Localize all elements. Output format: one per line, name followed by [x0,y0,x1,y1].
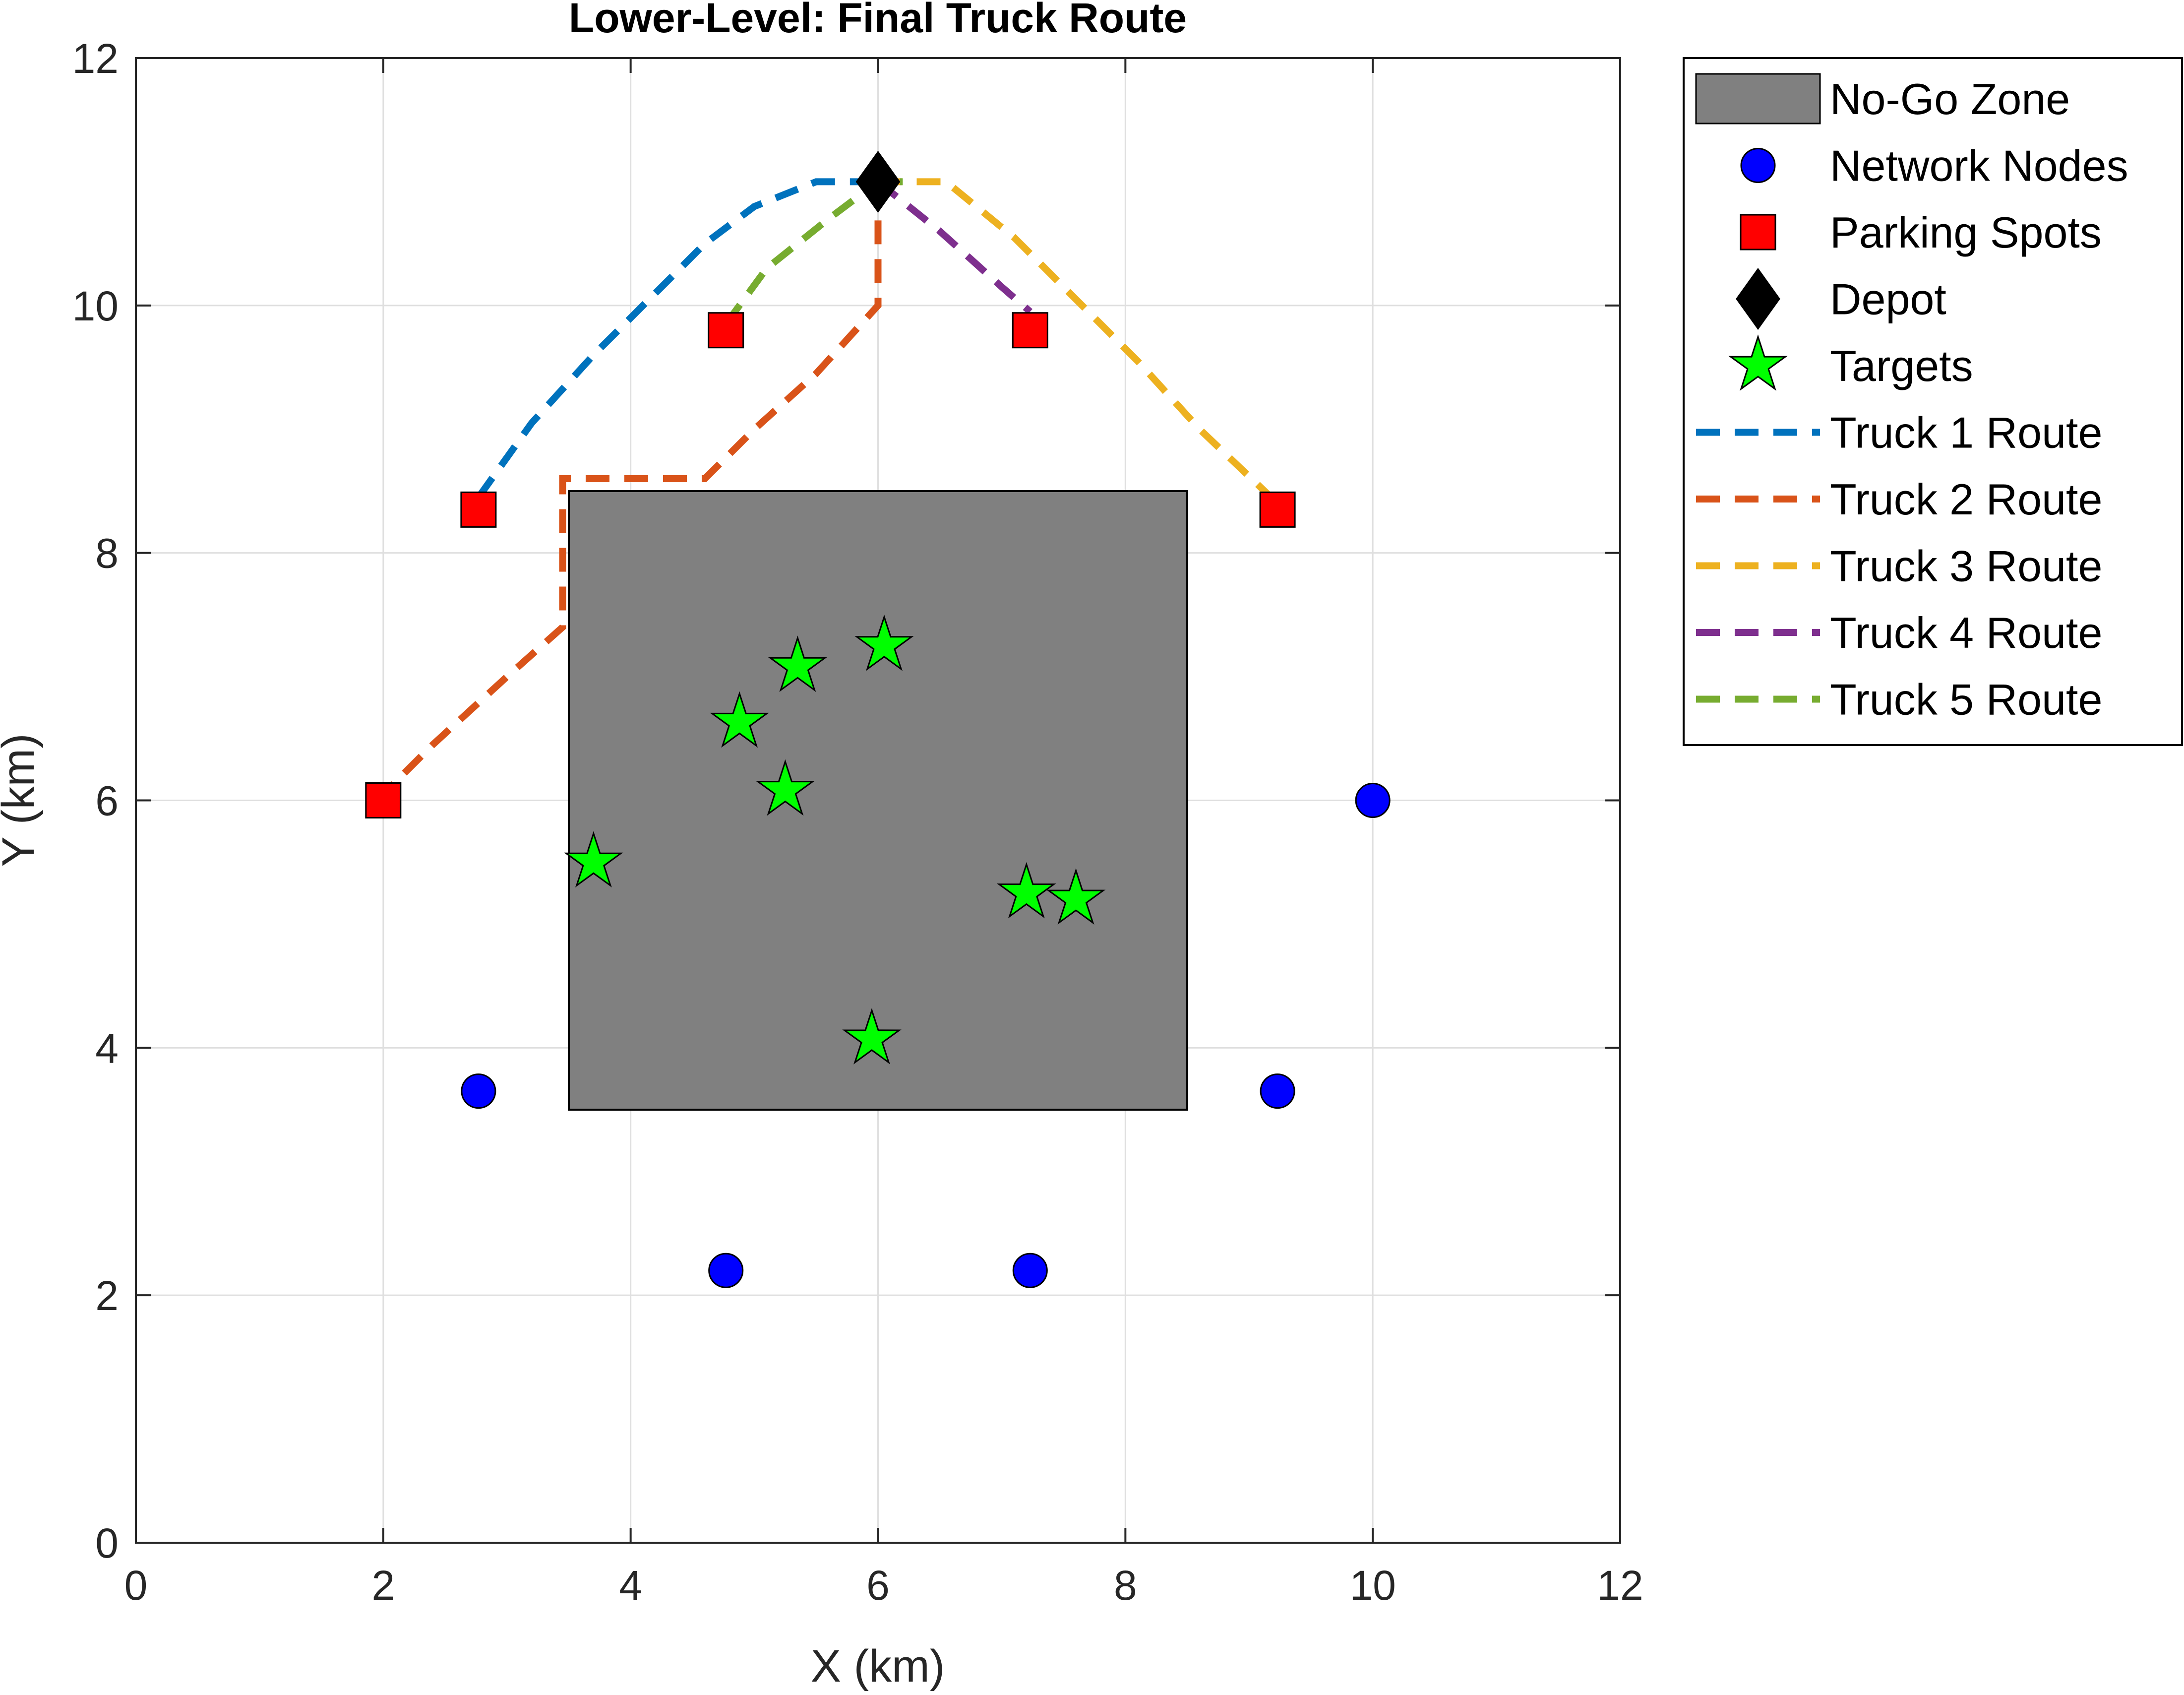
x-tick-label: 12 [1597,1562,1643,1609]
depot-marker [855,150,901,213]
x-axis-label: X (km) [811,1641,945,1692]
parking-spot-marker [1012,312,1048,349]
x-tick-label: 8 [1114,1562,1137,1609]
legend-swatch-parking-spots [1740,214,1776,251]
y-tick-label: 2 [95,1272,119,1319]
network-node-marker [1012,1253,1048,1288]
truck-3-route-line [878,178,1280,506]
legend-label-truck-2: Truck 2 Route [1830,475,2102,524]
legend-label-no-go-zone: No-Go Zone [1830,74,2070,124]
y-tick-label: 0 [95,1520,119,1567]
y-tick-label: 8 [95,530,119,577]
legend-label-truck-1: Truck 1 Route [1830,408,2102,457]
parking-spot-marker [1259,491,1296,528]
network-node-marker [461,1073,496,1109]
legend-label-depot: Depot [1830,275,1946,324]
x-tick-label: 6 [866,1562,890,1609]
legend-label-truck-4: Truck 4 Route [1830,608,2102,657]
legend-label-targets: Targets [1830,341,1973,390]
y-tick-label: 10 [72,283,119,329]
legend-swatch-no-go-zone [1695,73,1821,125]
truck-5-route-line [723,178,903,326]
target-marker [768,635,828,692]
legend-label-network-nodes: Network Nodes [1830,141,2128,190]
x-tick-label: 4 [619,1562,642,1609]
legend-swatch-network-nodes [1740,148,1776,183]
markers [365,150,1391,1288]
target-marker [755,759,815,816]
parking-spot-marker [365,782,402,818]
y-tick-label: 6 [95,778,119,824]
x-tick-label: 0 [124,1562,148,1609]
no-go-zone [567,490,1189,1111]
legend-label-parking-spots: Parking Spots [1830,208,2102,257]
network-node-marker [708,1253,744,1288]
legend-swatch-depot [1736,267,1780,330]
truck-routes [380,178,1280,797]
x-tick-label: 2 [371,1562,395,1609]
target-marker [710,691,769,748]
target-marker [996,862,1056,919]
truck-2-route-line [380,182,882,797]
target-marker [842,1008,902,1065]
target-marker [854,614,914,671]
legend-label-truck-5: Truck 5 Route [1830,675,2102,724]
parking-spot-marker [708,312,744,349]
legend: No-Go Zone Network Nodes Parking Spots Depo… [1683,57,2183,746]
y-tick-label: 4 [95,1025,119,1071]
target-marker [564,831,623,888]
chart-title: Lower-Level: Final Truck Route [569,0,1187,41]
parking-spot-marker [460,491,497,528]
target-marker [1046,868,1106,925]
legend-swatch-targets [1728,334,1788,391]
x-tick-label: 10 [1349,1562,1395,1609]
legend-label-truck-3: Truck 3 Route [1830,542,2102,591]
network-node-marker [1260,1073,1295,1109]
axis-ticks: 0 2 4 6 8 10 12 0 2 4 6 8 10 12 [72,35,1643,1609]
network-node-marker [1355,783,1391,818]
y-tick-label: 12 [72,35,119,82]
truck-4-route-line [876,179,1032,314]
y-axis-label: Y (km) [0,733,44,867]
